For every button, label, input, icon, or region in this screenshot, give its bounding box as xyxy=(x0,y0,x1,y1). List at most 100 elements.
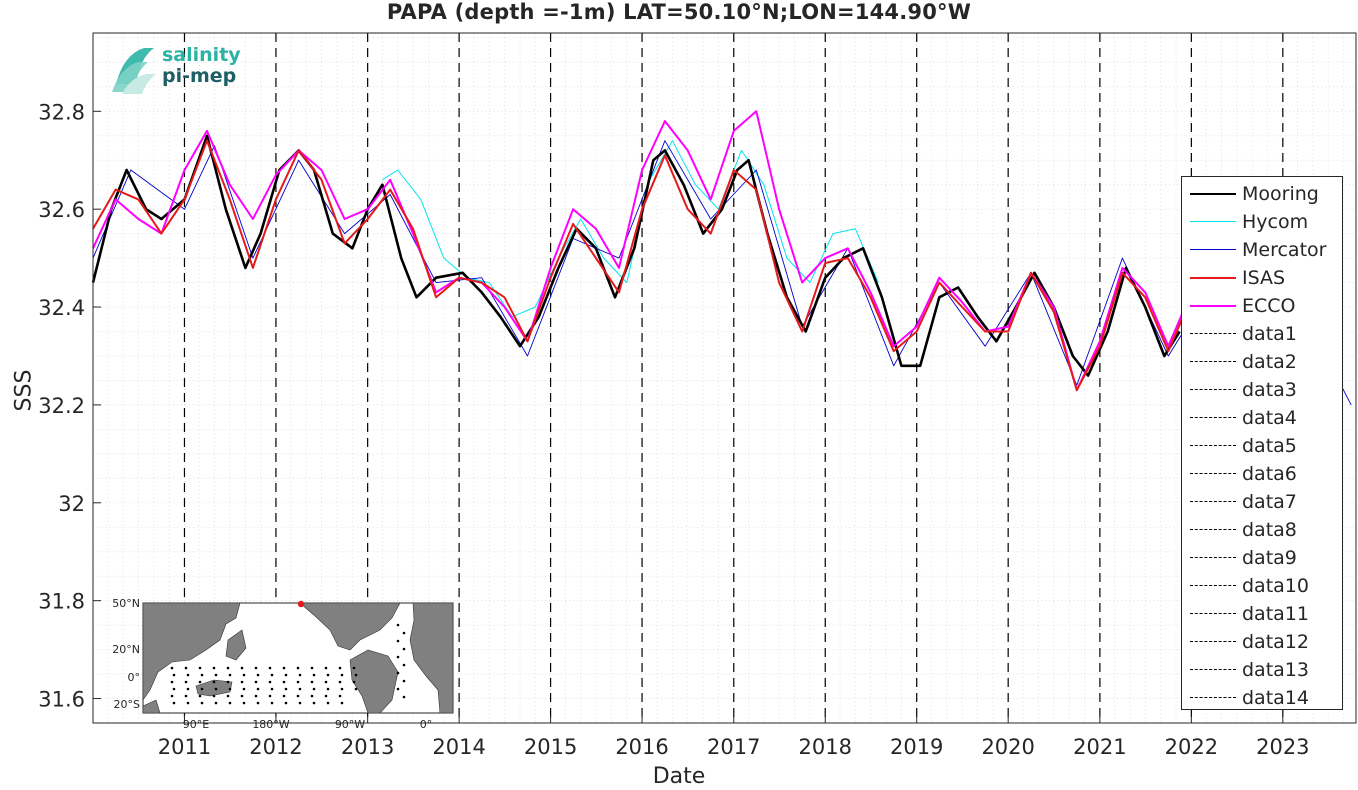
inset-buoy-dot xyxy=(268,680,272,684)
x-tick-label: 2020 xyxy=(981,735,1034,759)
x-tick-label: 2023 xyxy=(1256,735,1309,759)
inset-buoy-dot xyxy=(402,663,406,667)
inset-buoy-dot xyxy=(352,666,356,670)
series-line-isas xyxy=(92,139,1193,392)
legend-label: data2 xyxy=(1242,351,1297,373)
legend-item-isas: ISAS xyxy=(1182,264,1342,292)
inset-buoy-dot xyxy=(172,701,176,705)
legend-swatch xyxy=(1190,389,1236,390)
inset-buoy-dot xyxy=(338,680,342,684)
logo-line2: pi-mep xyxy=(162,65,237,87)
inset-buoy-dot xyxy=(296,694,300,698)
inset-land-6 xyxy=(409,602,454,714)
inset-buoy-dot xyxy=(282,666,286,670)
inset-land-2 xyxy=(225,629,247,661)
inset-buoy-dot xyxy=(184,680,188,684)
inset-buoy-dot xyxy=(310,694,314,698)
legend-item-mercator: Mercator xyxy=(1182,236,1342,264)
inset-buoy-dot xyxy=(268,666,272,670)
legend-swatch xyxy=(1190,557,1236,558)
inset-buoy-dot xyxy=(198,680,202,684)
inset-buoy-dot xyxy=(402,647,406,651)
inset-lat-label: 20°S xyxy=(114,698,140,711)
inset-buoy-dot xyxy=(312,673,316,677)
inset-buoy-dot xyxy=(396,655,400,659)
legend-label: data3 xyxy=(1242,379,1297,401)
legend-swatch xyxy=(1190,445,1236,446)
inset-buoy-dot xyxy=(172,673,176,677)
legend-item-data14: data14 xyxy=(1182,684,1342,712)
inset-buoy-dot xyxy=(254,694,258,698)
inset-land-3 xyxy=(195,679,233,697)
inset-buoy-dot xyxy=(324,666,328,670)
inset-buoy-dot xyxy=(282,694,286,698)
inset-buoy-dot xyxy=(228,673,232,677)
legend-label: data10 xyxy=(1242,575,1309,597)
legend-item-data9: data9 xyxy=(1182,544,1342,572)
legend-item-data8: data8 xyxy=(1182,516,1342,544)
legend-item-data7: data7 xyxy=(1182,488,1342,516)
inset-lon-label: 0° xyxy=(420,718,433,731)
inset-lat-label: 20°N xyxy=(112,643,140,656)
inset-buoy-dot xyxy=(338,694,342,698)
legend-swatch xyxy=(1190,613,1236,614)
legend-label: ISAS xyxy=(1242,267,1286,289)
inset-buoy-dot xyxy=(212,666,216,670)
inset-buoy-dot xyxy=(186,687,190,691)
inset-buoy-dot xyxy=(228,687,232,691)
series-line-mercator xyxy=(92,140,1352,406)
y-axis: 31.6 31.8 32 32.2 32.4 32.6 32.8 xyxy=(38,100,101,712)
legend-item-data4: data4 xyxy=(1182,404,1342,432)
legend-label: data6 xyxy=(1242,463,1297,485)
y-tick-label: 32.4 xyxy=(38,296,85,320)
y-tick-label: 31.6 xyxy=(38,688,85,712)
x-tick-label: 2017 xyxy=(707,735,760,759)
inset-buoy-dot xyxy=(256,687,260,691)
legend-swatch xyxy=(1190,669,1236,670)
plot-frame xyxy=(92,32,1357,724)
x-tick-label: 2011 xyxy=(158,735,211,759)
inset-buoy-dot xyxy=(296,666,300,670)
inset-buoy-dot xyxy=(402,631,406,635)
legend-swatch xyxy=(1190,473,1236,474)
y-tick-label: 31.8 xyxy=(38,590,85,614)
inset-buoy-dot xyxy=(226,666,230,670)
salinity-pimep-logo: salinity pi-mep xyxy=(110,44,250,96)
inset-lat-label: 0° xyxy=(128,671,141,684)
inset-lon-label: 90°E xyxy=(183,718,209,731)
y-axis-label: SSS xyxy=(11,369,37,412)
x-axis-label: Date xyxy=(652,764,706,789)
inset-buoy-dot xyxy=(340,701,344,705)
inset-buoy-dot xyxy=(240,666,244,670)
legend-item-data11: data11 xyxy=(1182,600,1342,628)
legend-swatch xyxy=(1190,361,1236,362)
legend-item-data1: data1 xyxy=(1182,320,1342,348)
inset-buoy-dot xyxy=(282,680,286,684)
legend-item-data2: data2 xyxy=(1182,348,1342,376)
legend-label: data4 xyxy=(1242,407,1297,429)
inset-buoy-dot xyxy=(228,701,232,705)
inset-buoy-dot xyxy=(268,694,272,698)
inset-buoy-dot xyxy=(198,666,202,670)
inset-buoy-dot xyxy=(324,694,328,698)
legend-swatch xyxy=(1190,501,1236,502)
series-line-hycom xyxy=(382,140,879,318)
legend-label: data9 xyxy=(1242,547,1297,569)
legend-item-data3: data3 xyxy=(1182,376,1342,404)
y-tick-label: 32.6 xyxy=(38,198,85,222)
inset-buoy-dot xyxy=(284,701,288,705)
legend-swatch xyxy=(1190,333,1236,334)
legend: Mooring Hycom Mercator ISAS ECCO data1 data2 da… xyxy=(1181,176,1343,710)
inset-buoy-dot xyxy=(170,694,174,698)
inset-buoy-dot xyxy=(184,694,188,698)
inset-land-0 xyxy=(142,602,241,701)
legend-swatch xyxy=(1190,585,1236,586)
logo-icon xyxy=(112,48,156,94)
inset-buoy-dot xyxy=(240,680,244,684)
x-tick-label: 2014 xyxy=(432,735,485,759)
inset-buoy-dot xyxy=(402,679,406,683)
x-tick-label: 2021 xyxy=(1073,735,1126,759)
inset-buoy-dot xyxy=(326,687,330,691)
legend-label: data14 xyxy=(1242,687,1309,709)
